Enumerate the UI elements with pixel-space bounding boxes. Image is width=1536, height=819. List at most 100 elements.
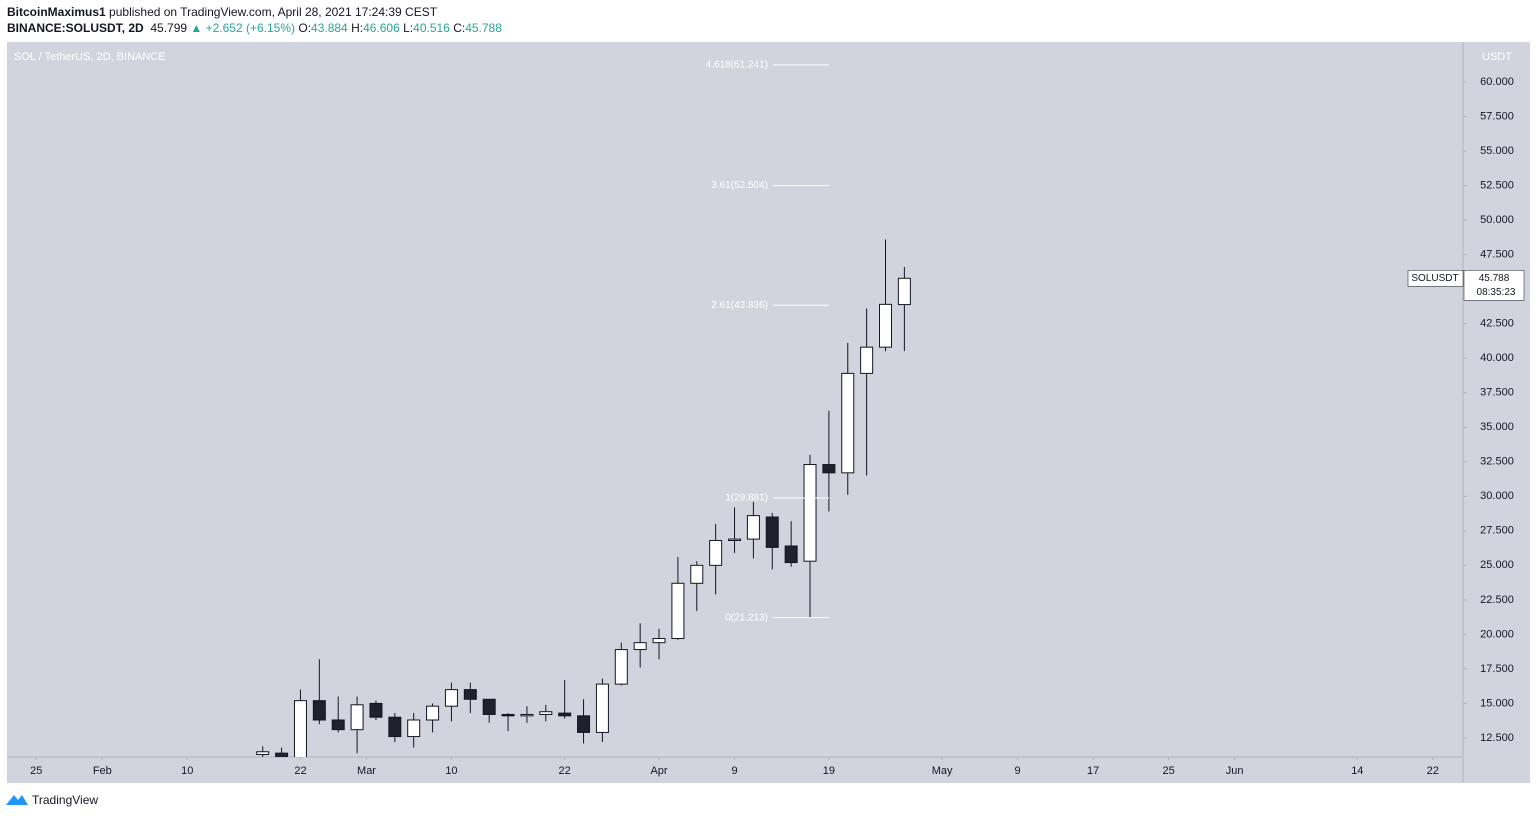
y-axis-label: USDT bbox=[1482, 51, 1512, 63]
ohlc: O:43.884 H:46.606 L:40.516 C:45.788 bbox=[298, 21, 505, 35]
candle-body bbox=[256, 751, 270, 756]
ohlc-label: L: bbox=[403, 21, 414, 35]
x-tick-label: Feb bbox=[93, 765, 112, 777]
x-tick-label: 25 bbox=[1162, 765, 1174, 777]
logo bbox=[6, 795, 28, 805]
y-tick-label: 60.000 bbox=[1480, 76, 1514, 88]
candle-body bbox=[520, 713, 534, 717]
y-tick-label: 32.500 bbox=[1480, 456, 1514, 468]
footer-brand: TradingView bbox=[32, 793, 98, 807]
header-line-1: BitcoinMaximus1 published on TradingView… bbox=[7, 5, 437, 19]
y-tick-label: 55.000 bbox=[1480, 145, 1514, 157]
y-tick-label: 40.000 bbox=[1480, 352, 1514, 364]
price-tag-value: 45.788 bbox=[1479, 273, 1510, 284]
candle-body bbox=[539, 711, 553, 715]
y-tick-label: 47.500 bbox=[1480, 249, 1514, 261]
ohlc-label: C: bbox=[453, 21, 466, 35]
x-tick-label: 9 bbox=[731, 765, 737, 777]
y-tick-label: 52.500 bbox=[1480, 180, 1514, 192]
candle-body bbox=[746, 515, 760, 540]
x-tick-label: 22 bbox=[294, 765, 306, 777]
fib-label: 3.61(52.504) bbox=[711, 180, 768, 191]
y-tick-label: 37.500 bbox=[1480, 387, 1514, 399]
price-tag-symbol: SOLUSDT bbox=[1411, 273, 1458, 284]
candle-body bbox=[331, 719, 345, 731]
candle-body bbox=[501, 713, 515, 717]
y-tick-label: 25.000 bbox=[1480, 559, 1514, 571]
plot-area bbox=[7, 42, 1463, 757]
x-tick-label: 14 bbox=[1351, 765, 1363, 777]
ohlc-value: 46.606 bbox=[363, 21, 400, 35]
y-tick-label: 35.000 bbox=[1480, 421, 1514, 433]
chart-title: SOL / TetherUS, 2D, BINANCE bbox=[14, 51, 166, 63]
x-tick-label: Apr bbox=[650, 765, 667, 777]
price-axis bbox=[1463, 42, 1530, 783]
y-tick-label: 12.500 bbox=[1480, 732, 1514, 744]
ohlc-value: 45.788 bbox=[465, 21, 502, 35]
price-tag-countdown: 08:35:23 bbox=[1477, 287, 1516, 298]
candle-body bbox=[426, 705, 440, 721]
x-tick-label: 25 bbox=[30, 765, 42, 777]
candle-body bbox=[312, 700, 326, 721]
candle-body bbox=[633, 642, 647, 651]
publisher: BitcoinMaximus1 bbox=[7, 5, 106, 19]
candle-body bbox=[482, 698, 496, 715]
price: 45.799 bbox=[150, 21, 188, 35]
candle-body bbox=[350, 704, 364, 731]
y-tick-label: 30.000 bbox=[1480, 490, 1514, 502]
candle-body bbox=[463, 689, 477, 700]
candle-body bbox=[577, 715, 591, 733]
y-tick-label: 17.500 bbox=[1480, 663, 1514, 675]
candle-body bbox=[897, 277, 911, 306]
x-tick-label: 22 bbox=[559, 765, 571, 777]
candle-body bbox=[595, 683, 609, 733]
candle-body bbox=[614, 649, 628, 685]
candle-body bbox=[369, 702, 383, 718]
candle-body bbox=[652, 638, 666, 644]
x-tick-label: 9 bbox=[1015, 765, 1021, 777]
candle-body bbox=[275, 752, 289, 757]
candle-body bbox=[860, 346, 874, 374]
ohlc-value: 40.516 bbox=[413, 21, 450, 35]
change: ▲ +2.652 (+6.15%) bbox=[190, 21, 296, 35]
price-tag-symbol-box bbox=[1407, 270, 1464, 287]
candle-body bbox=[841, 372, 855, 474]
ohlc-value: 43.884 bbox=[311, 21, 348, 35]
x-tick-label: 22 bbox=[1427, 765, 1439, 777]
candle-body bbox=[293, 700, 307, 757]
candle-body bbox=[784, 545, 798, 564]
header-line-2: BINANCE:SOLUSDT, 2D 45.799 ▲ +2.652 (+6.… bbox=[7, 21, 505, 35]
y-tick-label: 20.000 bbox=[1480, 628, 1514, 640]
y-tick-label: 42.500 bbox=[1480, 318, 1514, 330]
x-tick-label: 10 bbox=[445, 765, 457, 777]
y-tick-label: 27.500 bbox=[1480, 525, 1514, 537]
ohlc-label: H: bbox=[351, 21, 364, 35]
fib-label: 2.61(43.836) bbox=[711, 300, 768, 311]
x-tick-label: 19 bbox=[823, 765, 835, 777]
candle-body bbox=[690, 564, 704, 584]
x-tick-label: May bbox=[932, 765, 953, 777]
fib-label: 4.618(61.241) bbox=[706, 60, 768, 71]
y-tick-label: 15.000 bbox=[1480, 697, 1514, 709]
x-tick-label: 17 bbox=[1087, 765, 1099, 777]
candle-body bbox=[803, 464, 817, 562]
symbol: BINANCE:SOLUSDT, 2D bbox=[7, 21, 144, 35]
fib-label: 1(29.881) bbox=[725, 493, 768, 504]
candle-body bbox=[388, 716, 402, 738]
candles bbox=[256, 239, 911, 757]
time-axis bbox=[7, 757, 1463, 783]
candle-body bbox=[822, 464, 836, 474]
y-tick-label: 22.500 bbox=[1480, 594, 1514, 606]
candle-body bbox=[709, 539, 723, 566]
candle-body bbox=[879, 303, 893, 348]
x-tick-label: Mar bbox=[357, 765, 376, 777]
candle-body bbox=[444, 689, 458, 707]
candle-body bbox=[765, 516, 779, 548]
y-tick-label: 57.500 bbox=[1480, 110, 1514, 122]
y-tick-label: 50.000 bbox=[1480, 214, 1514, 226]
x-tick-label: 10 bbox=[181, 765, 193, 777]
published: published on TradingView.com, April 28, … bbox=[109, 5, 438, 19]
candle-body bbox=[728, 538, 742, 541]
candle-body bbox=[407, 719, 421, 738]
